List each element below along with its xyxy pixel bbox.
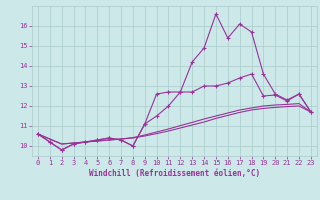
X-axis label: Windchill (Refroidissement éolien,°C): Windchill (Refroidissement éolien,°C) <box>89 169 260 178</box>
